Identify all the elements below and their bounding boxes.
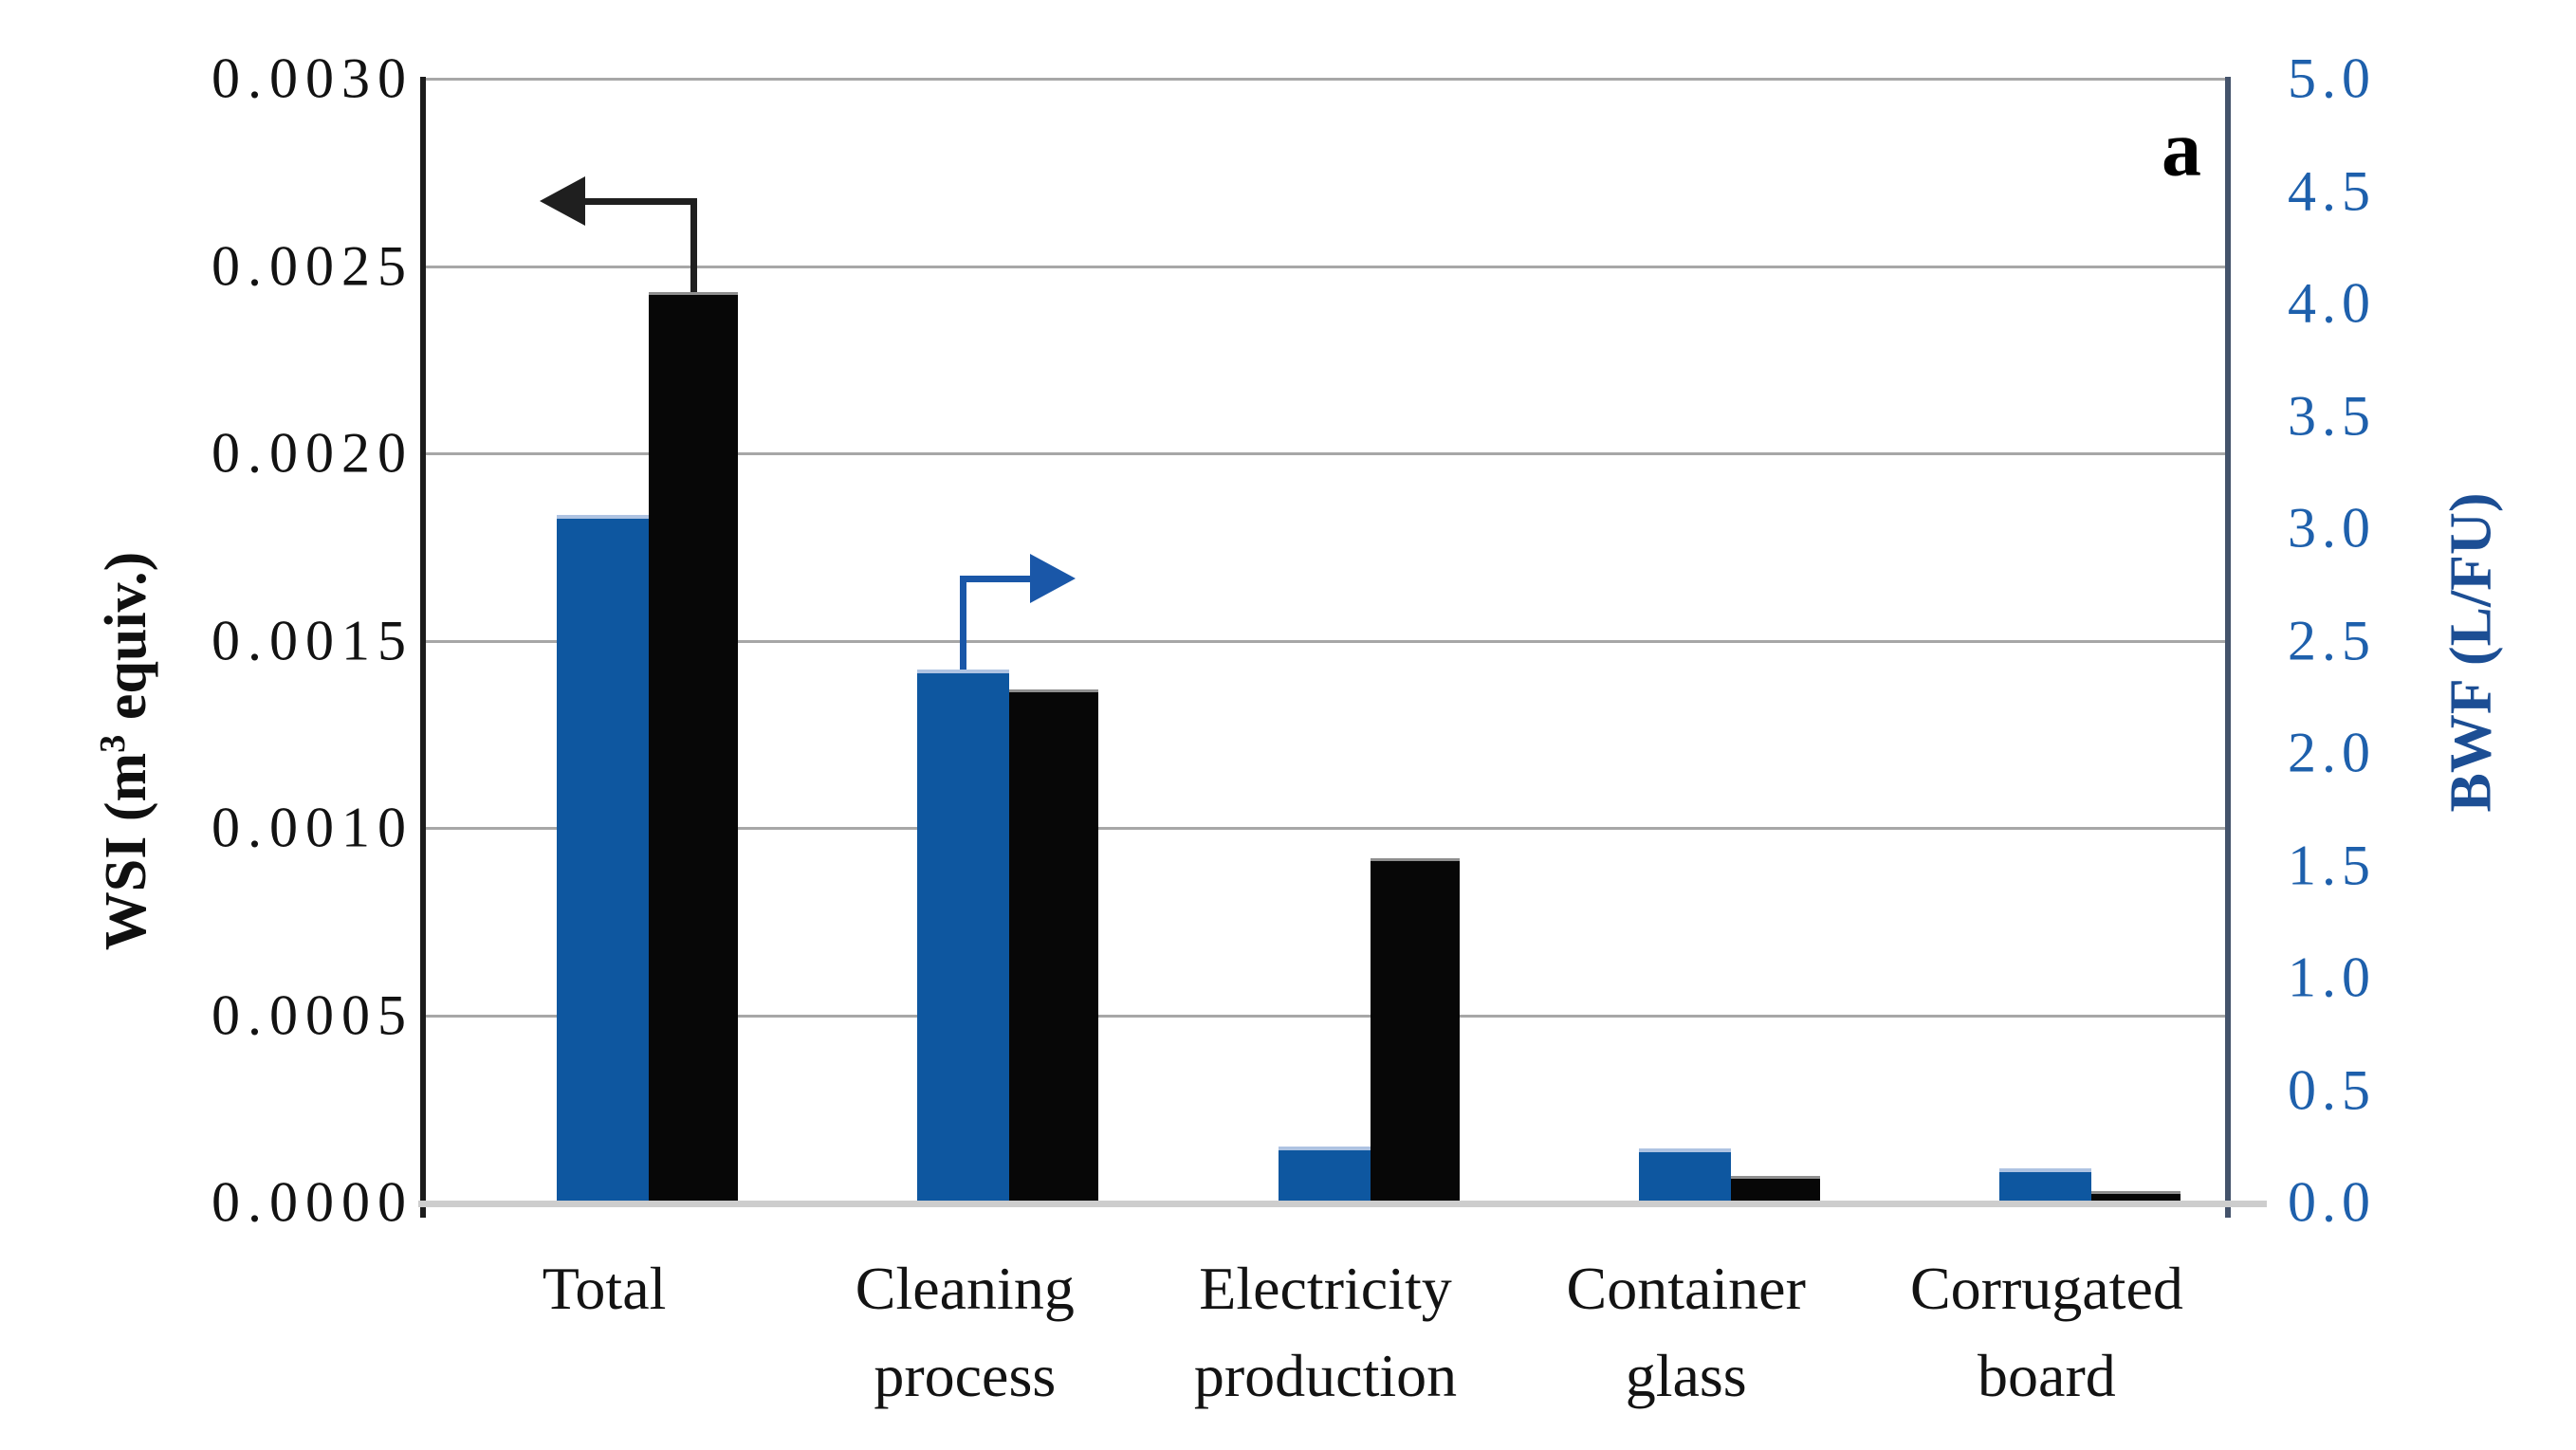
bar-bwf-corrugated-board — [1998, 1168, 2091, 1202]
left-axis-arrow-arrowhead-icon — [540, 176, 586, 227]
left-axis-tick-label: 0.0000 — [212, 1170, 414, 1234]
gridline — [424, 78, 2227, 81]
left-axis-tick-label: 0.0025 — [212, 234, 414, 297]
bar-wsi-corrugated-board — [2090, 1191, 2180, 1202]
category-label-total: Total — [542, 1255, 667, 1322]
gridline — [424, 639, 2227, 643]
right-axis-tick-label: 5.0 — [2288, 46, 2376, 110]
right-axis-arrow-shaft — [959, 575, 1030, 582]
gridline — [424, 265, 2227, 268]
right-axis-tick-label: 4.0 — [2288, 271, 2376, 335]
left-axis-tick-label: 0.0030 — [212, 46, 414, 110]
right-axis-arrow-arrowhead-icon — [1029, 554, 1076, 604]
panel-letter-label: a — [2162, 104, 2201, 193]
left-axis-tick-label: 0.0005 — [212, 983, 414, 1046]
right-axis-line — [2225, 77, 2231, 1218]
left-axis-title-text-tail: equiv.) — [93, 551, 158, 735]
left-axis-tick-label: 0.0020 — [212, 421, 414, 485]
bottom-axis-line — [418, 1201, 2267, 1207]
left-axis-tick-label: 0.0015 — [212, 609, 414, 671]
left-axis-title-superscript: 3 — [93, 734, 134, 753]
category-label-cleaning-process: Cleaning process — [855, 1255, 1075, 1409]
gridline — [424, 827, 2227, 830]
bar-wsi-cleaning-process — [1009, 688, 1099, 1202]
right-axis-tick-label: 0.5 — [2288, 1058, 2376, 1121]
right-axis-tick-label: 0.0 — [2288, 1170, 2376, 1234]
left-axis-title-text: WSI (m — [93, 752, 158, 951]
category-label-electricity-production: Electricity production — [1193, 1255, 1458, 1409]
left-axis-arrow-stem — [690, 201, 697, 293]
right-axis-tick-label: 2.5 — [2288, 609, 2376, 671]
plot-area — [418, 77, 2267, 1218]
left-axis-arrow-shaft — [585, 197, 698, 205]
category-label-container-glass: Container glass — [1566, 1255, 1806, 1409]
bar-bwf-total — [557, 514, 650, 1202]
right-axis-tick-label: 4.5 — [2288, 159, 2376, 222]
left-axis-line — [420, 77, 426, 1218]
right-axis-title: BWF (L/FU) — [2438, 492, 2504, 813]
left-axis-tick-label: 0.0010 — [212, 796, 414, 859]
right-axis-tick-label: 3.5 — [2288, 384, 2376, 447]
right-axis-tick-label: 1.0 — [2288, 945, 2376, 1009]
gridline — [424, 452, 2227, 455]
right-axis-arrow-stem — [960, 578, 967, 670]
right-axis-tick-label: 3.0 — [2288, 496, 2376, 560]
right-axis-tick-label: 2.0 — [2288, 721, 2376, 784]
bar-bwf-electricity-production — [1278, 1146, 1371, 1202]
bar-bwf-container-glass — [1638, 1148, 1731, 1202]
right-axis-tick-label: 1.5 — [2288, 834, 2376, 896]
left-axis-title: WSI (m3 equiv.) — [92, 552, 160, 951]
category-label-corrugated-board: Corrugated board — [1909, 1255, 2183, 1409]
gridline — [424, 1014, 2227, 1018]
bar-bwf-cleaning-process — [917, 670, 1010, 1202]
bar-wsi-total — [649, 292, 739, 1202]
bar-wsi-container-glass — [1730, 1176, 1820, 1202]
bar-wsi-electricity-production — [1370, 857, 1460, 1202]
